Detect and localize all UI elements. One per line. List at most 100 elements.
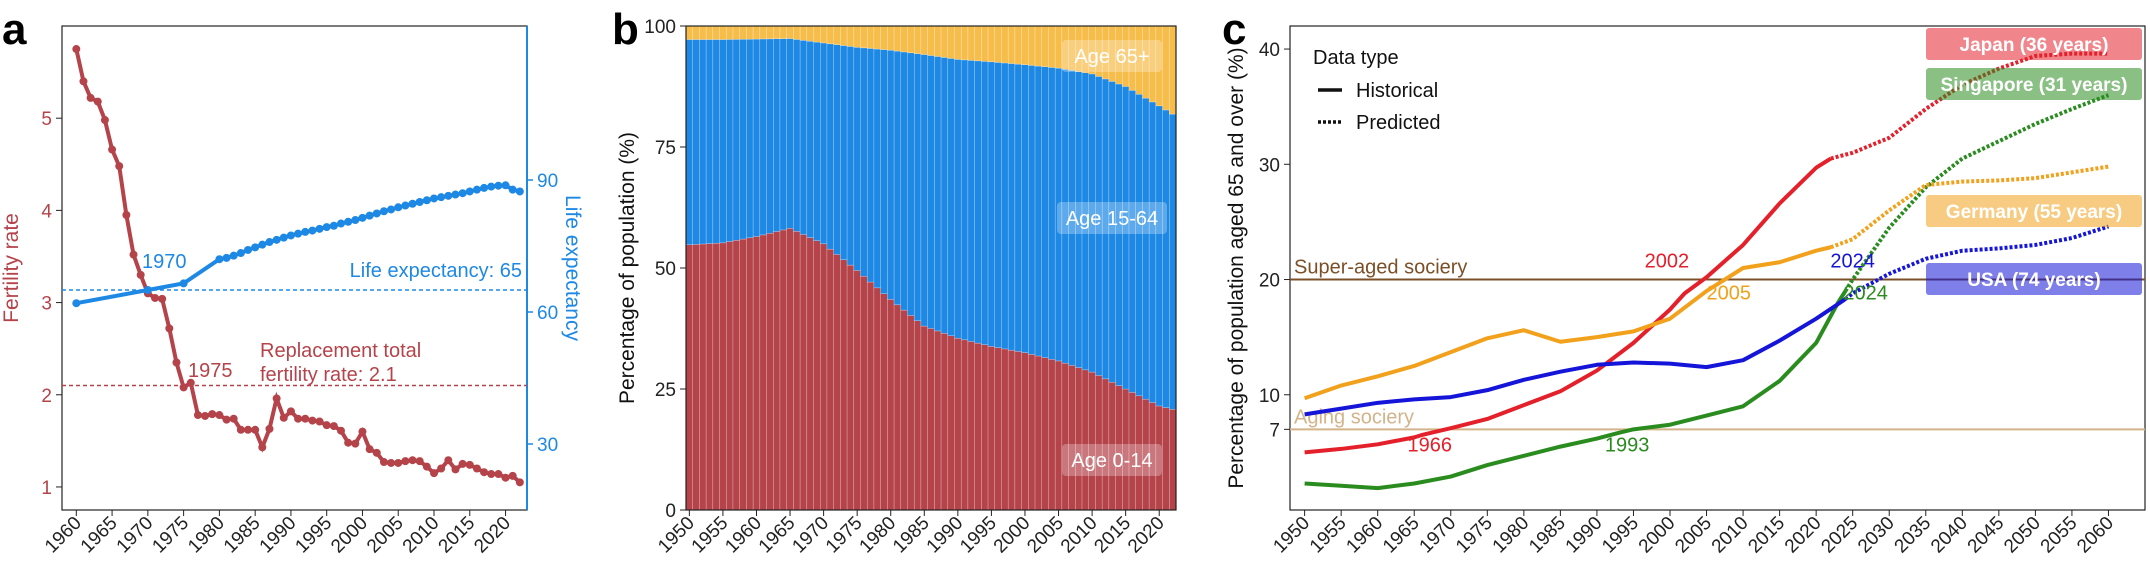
- bar-age-15-64: [994, 62, 1002, 348]
- life-expectancy-point: [322, 223, 331, 232]
- fertility-point: [458, 459, 467, 468]
- x-tick-label: 1970: [113, 513, 158, 558]
- bar-age-15-64: [752, 38, 761, 237]
- life-expectancy-point: [258, 240, 267, 249]
- bar-age-0-14: [773, 231, 781, 511]
- bar-age-65-plus: [934, 25, 942, 57]
- bar-age-65-plus: [887, 25, 895, 51]
- x-tick-label: 2045: [1964, 513, 2009, 558]
- fertility-point: [72, 45, 81, 54]
- fertility-point: [151, 293, 159, 302]
- y-left-tick-label: 5: [41, 109, 52, 130]
- bar-age-15-64: [1122, 86, 1130, 390]
- life-expectancy-point: [372, 209, 381, 218]
- area-label: Age 15-64: [1066, 208, 1158, 230]
- bar-age-65-plus: [732, 25, 740, 40]
- fertility-point: [508, 471, 517, 480]
- y-left-tick-label: 2: [41, 386, 52, 407]
- bar-age-15-64: [1081, 72, 1089, 371]
- fertility-point: [215, 411, 224, 420]
- life-expectancy-point: [179, 279, 188, 288]
- fertility-point: [222, 415, 231, 424]
- panel-letter-a: a: [2, 5, 27, 54]
- bar-age-15-64: [967, 60, 975, 342]
- life-expectancy-point: [394, 203, 403, 212]
- panel-b-chart: 1950195519601965197019751980198519901995…: [616, 17, 1177, 558]
- bar-age-65-plus: [712, 25, 720, 40]
- bar-age-15-64: [766, 38, 774, 234]
- bar-age-15-64: [900, 51, 908, 311]
- bar-age-0-14: [685, 244, 693, 511]
- y-tick-label: 0: [665, 501, 676, 522]
- fertility-point: [158, 294, 167, 303]
- bar-age-0-14: [994, 347, 1002, 511]
- fertility-point: [251, 425, 260, 434]
- bar-age-0-14: [1028, 354, 1036, 511]
- x-tick-label: 2000: [327, 513, 372, 558]
- bar-age-65-plus: [907, 25, 915, 54]
- germany-badge: [1926, 195, 2142, 227]
- x-tick-label: 1990: [256, 513, 301, 558]
- bar-age-0-14: [907, 315, 915, 511]
- fertility-point: [208, 410, 217, 419]
- fertility-1975-label: 1975: [188, 360, 233, 382]
- bar-age-15-64: [833, 44, 841, 255]
- life-expectancy-point: [72, 299, 81, 308]
- bar-age-0-14: [927, 328, 935, 511]
- panel-letter-c: c: [1222, 5, 1246, 54]
- life-expectancy-point: [251, 243, 260, 252]
- usa-historical-line: [1304, 297, 1847, 417]
- japan-historical-line: [1304, 156, 1832, 455]
- japan-badge: [1926, 28, 2142, 60]
- singapore-badge: [1926, 68, 2142, 100]
- panel-a-ylabel-right: Life expectancy: [561, 195, 584, 341]
- fertility-point: [322, 421, 331, 430]
- bar-age-15-64: [712, 39, 720, 244]
- life-expectancy-point: [315, 224, 324, 233]
- fertility-point: [258, 443, 267, 452]
- fertility-point: [294, 414, 303, 423]
- bar-age-65-plus: [833, 25, 841, 45]
- panel-a-ylabel-left: Fertility rate: [0, 213, 23, 323]
- bar-age-0-14: [786, 228, 794, 511]
- bar-age-0-14: [826, 248, 834, 511]
- fertility-point: [286, 407, 295, 416]
- bar-age-15-64: [840, 45, 848, 261]
- bar-age-15-64: [1128, 90, 1136, 393]
- bar-age-15-64: [1115, 83, 1123, 386]
- life-expectancy-point: [229, 251, 238, 260]
- bar-age-65-plus: [746, 25, 754, 40]
- bar-age-65-plus: [1162, 25, 1170, 111]
- x-tick-label: 2020: [470, 513, 515, 558]
- bar-age-65-plus: [1014, 25, 1022, 65]
- y-tick-label: 40: [1259, 40, 1280, 61]
- bar-age-0-14: [752, 236, 761, 511]
- bar-age-15-64: [726, 39, 734, 242]
- x-tick-label: 1975: [1452, 513, 1497, 558]
- bar-age-15-64: [1048, 67, 1056, 360]
- life-expectancy-point: [444, 191, 453, 200]
- y-tick-label: 100: [644, 17, 676, 38]
- bar-age-65-plus: [705, 25, 714, 40]
- super-aged-label: Super-aged sociery: [1294, 257, 1467, 279]
- bar-age-15-64: [826, 43, 834, 250]
- y-right-tick-label: 60: [537, 303, 558, 324]
- bar-age-15-64: [1028, 65, 1036, 355]
- life-expectancy-point: [451, 190, 460, 199]
- x-tick-label: 1980: [856, 513, 901, 558]
- aging-label: Aging sociery: [1294, 406, 1414, 428]
- bar-age-15-64: [793, 39, 801, 232]
- bar-age-0-14: [692, 244, 700, 511]
- x-tick-label: 2005: [1023, 513, 1068, 558]
- x-tick-label: 1960: [41, 513, 86, 558]
- bar-age-0-14: [712, 242, 720, 511]
- bar-age-65-plus: [1034, 25, 1043, 67]
- bar-age-15-64: [940, 57, 949, 334]
- bar-age-15-64: [1155, 105, 1163, 407]
- fertility-point: [279, 413, 288, 422]
- area-label: Age 65+: [1074, 46, 1149, 68]
- bar-age-15-64: [893, 50, 902, 306]
- bar-age-15-64: [719, 39, 727, 244]
- fertility-point: [244, 425, 252, 434]
- life-expectancy-point: [222, 253, 231, 262]
